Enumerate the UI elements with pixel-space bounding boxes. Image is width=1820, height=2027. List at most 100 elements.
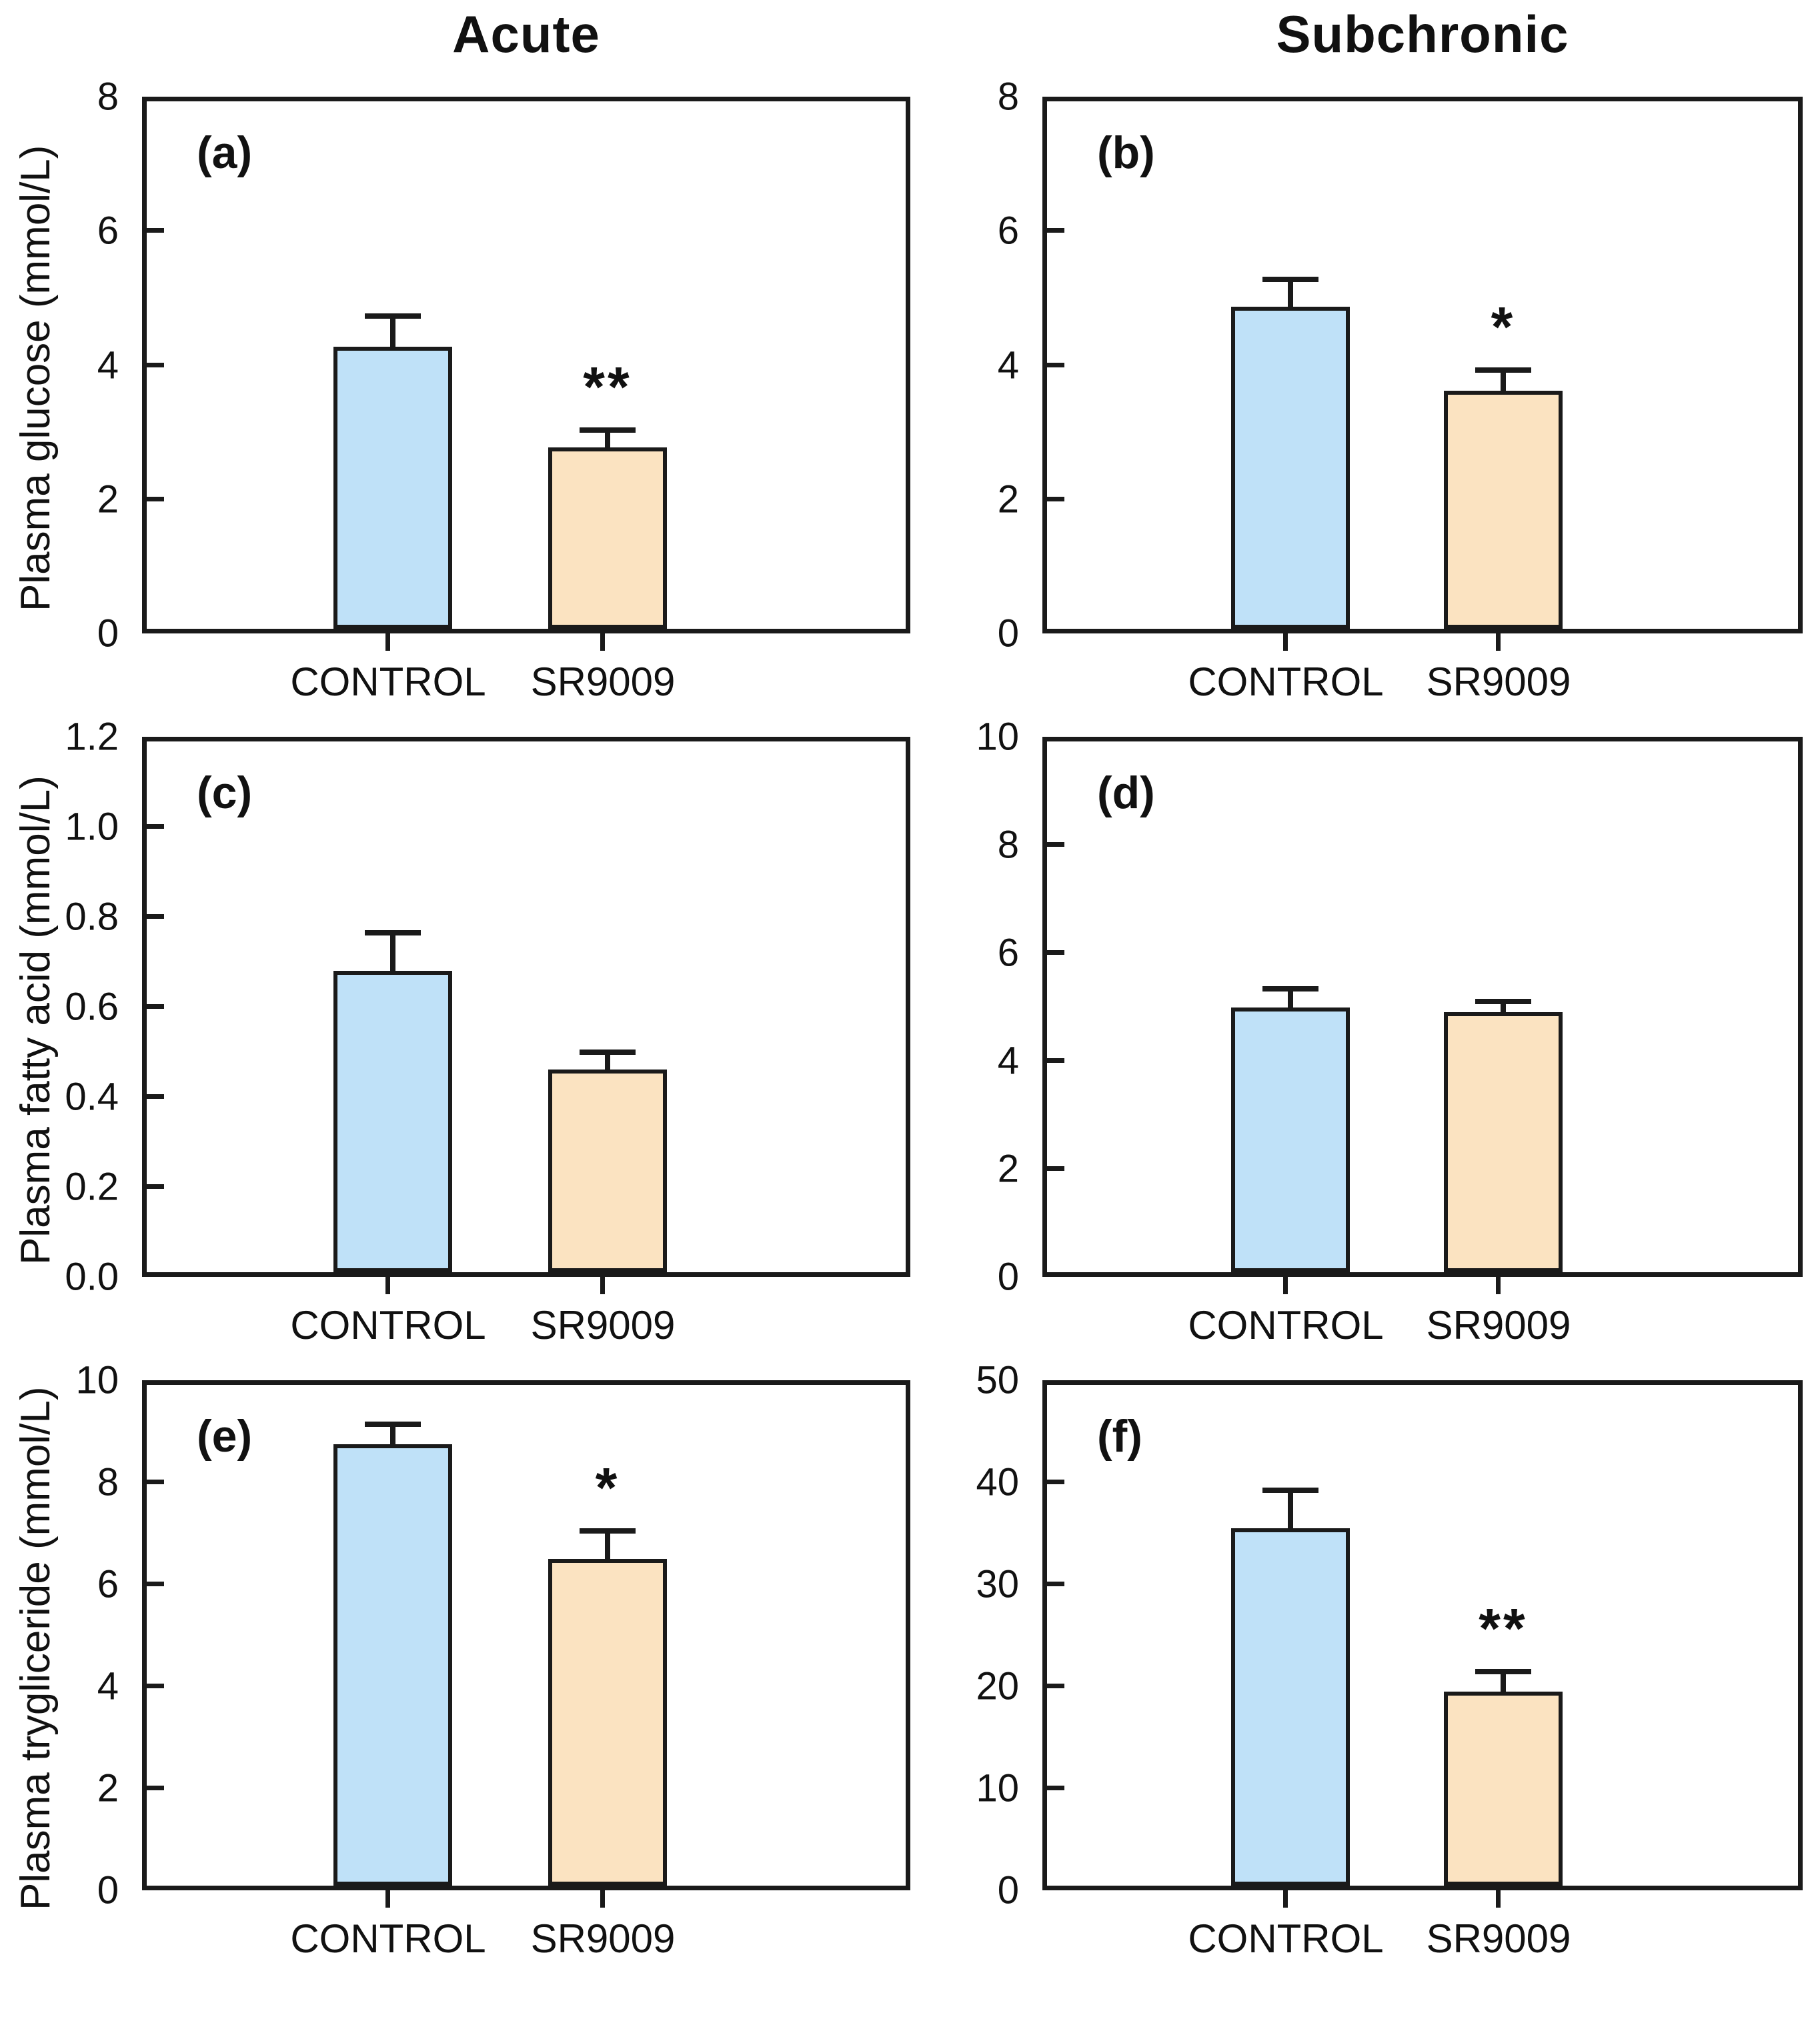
x-category-label-sr9009: SR9009	[1426, 1303, 1571, 1348]
y-tick-mark	[147, 1480, 164, 1484]
y-tick-mark	[147, 824, 164, 829]
bar-control	[333, 971, 452, 1272]
x-tick-mark	[600, 1277, 605, 1294]
significance-label: *	[595, 1456, 620, 1519]
y-tick-mark	[1047, 1582, 1064, 1586]
panel-f-plotbox: (f) **	[1042, 1380, 1803, 1890]
y-tick-label: 8	[97, 75, 119, 119]
panel-letter-f: (f)	[1097, 1411, 1142, 1462]
y-tick-mark	[1047, 1684, 1064, 1688]
error-bar-line	[1288, 1488, 1293, 1528]
significance-label: **	[583, 355, 632, 418]
y-tick-label: 4	[997, 343, 1019, 387]
y-tick-mark	[147, 1786, 164, 1790]
error-bar-cap	[580, 1050, 636, 1055]
bar-control	[1231, 1528, 1350, 1886]
x-category-label-sr9009: SR9009	[1426, 659, 1571, 704]
y-axis-label-trygliceride: Plasma trygliceride (mmol/L)	[13, 1386, 59, 1911]
error-bar-cap	[1475, 367, 1531, 373]
y-tick-label: 4	[997, 1039, 1019, 1083]
y-tick-label: 10	[976, 1766, 1019, 1810]
y-tick-mark	[1047, 1058, 1064, 1063]
x-category-label-control: CONTROL	[290, 1916, 486, 1961]
x-tick-mark	[385, 1890, 390, 1908]
panel-letter-e: (e)	[197, 1411, 253, 1462]
x-tick-mark	[600, 633, 605, 651]
bar-control	[1231, 307, 1350, 629]
y-tick-mark	[147, 228, 164, 233]
y-tick-mark	[147, 1004, 164, 1009]
x-category-label-control: CONTROL	[290, 1303, 486, 1348]
y-tick-label: 6	[97, 209, 119, 253]
y-tick-label: 20	[976, 1664, 1019, 1708]
panel-e-plotbox: (e) *	[142, 1380, 910, 1890]
bar-sr9009	[548, 447, 667, 629]
y-tick-label: 8	[997, 75, 1019, 119]
y-tick-label: 8	[997, 823, 1019, 867]
x-tick-mark	[1496, 633, 1501, 651]
error-bar-cap	[1475, 1669, 1531, 1674]
y-tick-label: 40	[976, 1460, 1019, 1504]
y-tick-label: 0.4	[65, 1075, 119, 1119]
y-tick-label: 50	[976, 1358, 1019, 1402]
error-bar-cap	[1262, 1488, 1318, 1493]
error-bar-line	[390, 930, 395, 971]
x-category-label-sr9009: SR9009	[530, 1916, 676, 1961]
x-tick-mark	[1283, 1277, 1288, 1294]
error-bar-line	[1501, 1669, 1506, 1692]
y-tick-label: 6	[97, 1562, 119, 1606]
error-bar-cap	[1475, 999, 1531, 1004]
y-tick-label: 0	[997, 1868, 1019, 1912]
panel-letter-d: (d)	[1097, 767, 1155, 818]
x-tick-mark	[1283, 1890, 1288, 1908]
bar-control	[333, 347, 452, 629]
y-tick-label: 10	[75, 1358, 119, 1402]
error-bar-line	[1288, 986, 1293, 1007]
y-tick-label: 6	[997, 209, 1019, 253]
error-bar-cap	[365, 313, 421, 319]
significance-label: **	[1479, 1597, 1528, 1660]
x-category-label-control: CONTROL	[1188, 1916, 1384, 1961]
y-tick-mark	[1047, 1786, 1064, 1790]
bar-sr9009	[1444, 1012, 1563, 1272]
y-tick-mark	[1047, 496, 1064, 501]
panel-letter-a: (a)	[197, 127, 253, 178]
x-category-label-sr9009: SR9009	[530, 659, 676, 704]
x-tick-mark	[1496, 1890, 1501, 1908]
x-category-label-sr9009: SR9009	[1426, 1916, 1571, 1961]
x-tick-mark	[1283, 633, 1288, 651]
panel-letter-b: (b)	[1097, 127, 1155, 178]
significance-label: *	[1491, 295, 1516, 358]
error-bar-cap	[580, 427, 636, 433]
bar-control	[1231, 1007, 1350, 1272]
panel-c-plotbox: (c)	[142, 737, 910, 1277]
y-tick-mark	[1047, 228, 1064, 233]
y-tick-mark	[1047, 362, 1064, 367]
panel-letter-c: (c)	[197, 767, 253, 818]
x-category-label-control: CONTROL	[1188, 1303, 1384, 1348]
y-tick-mark	[147, 1684, 164, 1688]
error-bar-line	[605, 427, 610, 447]
y-tick-mark	[147, 1582, 164, 1586]
bar-sr9009	[1444, 1692, 1563, 1886]
y-tick-mark	[147, 362, 164, 367]
y-tick-mark	[1047, 1166, 1064, 1171]
error-bar-cap	[1262, 986, 1318, 991]
panel-a-plotbox: (a) **	[142, 97, 910, 633]
y-tick-label: 0.2	[65, 1165, 119, 1209]
panel-d-plotbox: (d)	[1042, 737, 1803, 1277]
y-tick-label: 0	[97, 1868, 119, 1912]
x-tick-mark	[600, 1890, 605, 1908]
x-tick-mark	[1496, 1277, 1501, 1294]
error-bar-cap	[365, 930, 421, 935]
y-tick-mark	[1047, 842, 1064, 847]
y-tick-label: 0	[97, 611, 119, 655]
y-tick-label: 0	[997, 611, 1019, 655]
y-tick-label: 2	[97, 477, 119, 521]
y-tick-label: 0.6	[65, 985, 119, 1029]
y-tick-mark	[147, 914, 164, 919]
x-category-label-sr9009: SR9009	[530, 1303, 676, 1348]
error-bar-line	[1501, 999, 1506, 1012]
column-title-acute: Acute	[452, 5, 600, 63]
